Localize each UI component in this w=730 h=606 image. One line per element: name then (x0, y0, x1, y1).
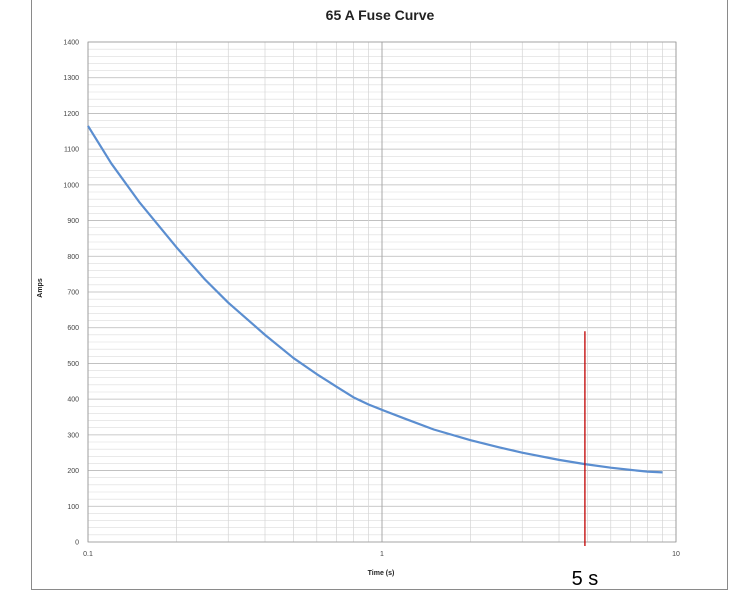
y-tick-labels: 0 100 200 300 400 500 600 700 800 900 1000 1100 1200… (63, 40, 79, 547)
y-tick-label: 800 (67, 254, 79, 261)
y-axis-label: Amps (37, 278, 44, 298)
grid (87, 41, 677, 543)
y-tick-label: 1300 (63, 75, 79, 82)
plot-border (87, 41, 677, 543)
y-tick-label: 900 (67, 218, 79, 225)
five-second-annotation-label: 5 s (572, 568, 599, 590)
x-tick-labels: 0.1 1 10 (83, 551, 680, 558)
y-tick-label: 200 (67, 468, 79, 475)
x-axis-label: Time (s) (368, 570, 395, 577)
y-tick-label: 500 (67, 361, 79, 368)
x-tick-label: 10 (672, 551, 680, 558)
y-tick-label: 600 (67, 325, 79, 332)
y-tick-label: 0 (75, 540, 79, 547)
chart-title: 65 A Fuse Curve (326, 7, 435, 23)
x-tick-label: 1 (380, 551, 384, 558)
y-tick-label: 1000 (63, 182, 79, 189)
y-tick-label: 400 (67, 397, 79, 404)
y-tick-label: 1100 (64, 147, 79, 154)
y-tick-label: 1400 (63, 40, 79, 47)
y-tick-label: 700 (67, 290, 79, 297)
fuse-curve-line (87, 125, 663, 474)
chart-frame (31, 0, 728, 590)
y-tick-label: 1200 (63, 111, 79, 118)
y-tick-label: 300 (67, 432, 79, 439)
y-tick-label: 100 (67, 504, 79, 511)
x-tick-label: 0.1 (83, 551, 93, 558)
